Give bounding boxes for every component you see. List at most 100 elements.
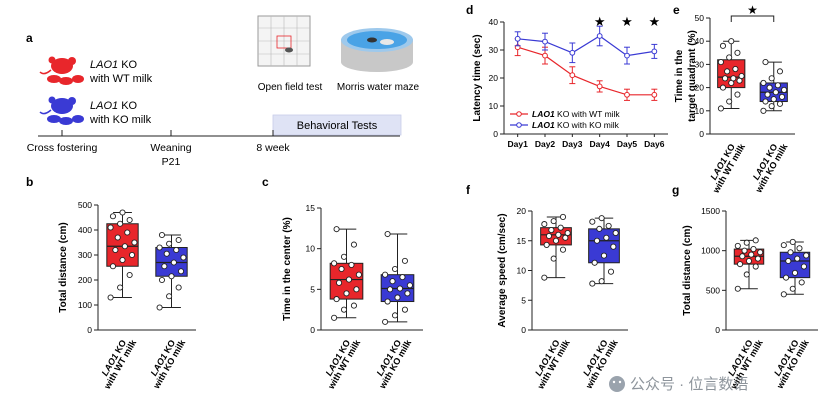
- data-point: [612, 229, 619, 237]
- data-point: [743, 271, 750, 278]
- panel-b-letter: b: [26, 175, 33, 189]
- y-tick-label: 30: [489, 45, 499, 55]
- data-point: [401, 257, 408, 264]
- series-line: [517, 35, 655, 57]
- data-point: [353, 286, 360, 293]
- x-tick-label: Day1: [508, 139, 529, 149]
- data-point: [794, 255, 801, 262]
- data-point: [399, 274, 406, 281]
- data-point: [382, 318, 389, 325]
- data-point: [791, 269, 799, 276]
- data-point: [564, 229, 571, 237]
- data-point: [126, 216, 133, 224]
- data-point: [724, 68, 731, 75]
- x-tick-label: Day2: [535, 139, 556, 149]
- y-tick-label: 0: [699, 129, 704, 139]
- group2-line2: with KO milk: [89, 114, 152, 126]
- y-tick-label: 400: [78, 225, 92, 235]
- data-point: [387, 286, 394, 293]
- y-tick-label: 10: [306, 244, 316, 254]
- data-point: [596, 225, 603, 232]
- data-point: [776, 100, 784, 107]
- behavioral-tests-bar: [272, 114, 402, 136]
- data-point: [331, 260, 338, 267]
- data-point: [745, 257, 753, 265]
- data-point: [785, 257, 792, 265]
- data-point: [343, 290, 350, 297]
- data-point: [726, 98, 733, 105]
- panel-f-letter: f: [466, 183, 471, 197]
- data-point: [600, 252, 608, 259]
- data-point: [391, 265, 399, 273]
- y-tick-label: 1500: [701, 206, 720, 216]
- data-point: [559, 213, 567, 220]
- y-tick-label: 40: [489, 17, 499, 27]
- y-tick-label: 20: [489, 73, 499, 83]
- data-point: [156, 244, 163, 251]
- data-point: [721, 75, 729, 82]
- timeline-label-cross-fostering: Cross fostering: [27, 142, 98, 154]
- data-point: [624, 52, 630, 59]
- y-axis-label: Time in the: [674, 49, 685, 102]
- data-point: [760, 79, 767, 87]
- data-point: [596, 83, 603, 90]
- data-point: [783, 274, 790, 281]
- data-point: [340, 306, 348, 313]
- x-tick-label: Day5: [617, 139, 638, 149]
- y-tick-label: 0: [87, 325, 92, 335]
- data-point: [776, 68, 784, 75]
- data-point: [542, 52, 548, 59]
- data-point: [796, 245, 803, 252]
- y-tick-label: 500: [78, 200, 92, 210]
- group2-line1: LAO1 KO: [90, 100, 138, 112]
- timeline-label-weaning: Weaning: [150, 142, 191, 154]
- data-point: [541, 221, 548, 228]
- data-point: [156, 304, 163, 311]
- data-point: [734, 49, 741, 56]
- panel-a: a LAO1 KO with WT milk LAO1 KO with KO m…: [26, 15, 420, 168]
- data-point: [345, 276, 353, 283]
- data-point: [798, 279, 805, 286]
- data-point: [743, 239, 750, 246]
- data-point: [728, 38, 735, 45]
- significance-star: ★: [594, 14, 606, 29]
- data-point: [730, 75, 737, 82]
- y-tick-label: 5: [310, 284, 315, 294]
- data-point: [391, 312, 399, 319]
- panel-g-letter: g: [672, 183, 679, 197]
- y-tick-label: 40: [695, 36, 705, 46]
- data-point: [336, 279, 343, 286]
- data-point: [610, 243, 617, 250]
- data-point: [757, 249, 764, 256]
- data-point: [109, 213, 117, 220]
- data-point: [404, 290, 411, 297]
- data-point: [750, 246, 757, 253]
- data-point: [543, 241, 550, 248]
- panel-c-letter: c: [262, 175, 269, 189]
- data-point: [180, 254, 187, 261]
- data-point: [598, 278, 605, 285]
- data-point: [774, 82, 781, 89]
- data-point: [175, 284, 182, 291]
- data-point: [406, 282, 413, 289]
- y-axis-label: target quadrant (%): [687, 30, 698, 122]
- significance-star: ★: [747, 3, 758, 17]
- open-field-label: Open field test: [258, 82, 323, 93]
- series-line: [517, 46, 655, 96]
- data-point: [726, 54, 733, 61]
- y-tick-label: 10: [695, 106, 705, 116]
- y-tick-label: 500: [706, 285, 720, 295]
- data-point: [800, 263, 807, 270]
- data-point: [593, 237, 601, 244]
- data-point: [764, 91, 771, 98]
- data-point: [780, 242, 787, 249]
- data-point: [766, 84, 773, 91]
- data-point: [789, 285, 796, 292]
- data-point: [175, 236, 182, 244]
- data-point: [163, 250, 170, 257]
- data-point: [382, 271, 389, 278]
- legend-marker: [516, 122, 522, 128]
- data-point: [562, 234, 569, 241]
